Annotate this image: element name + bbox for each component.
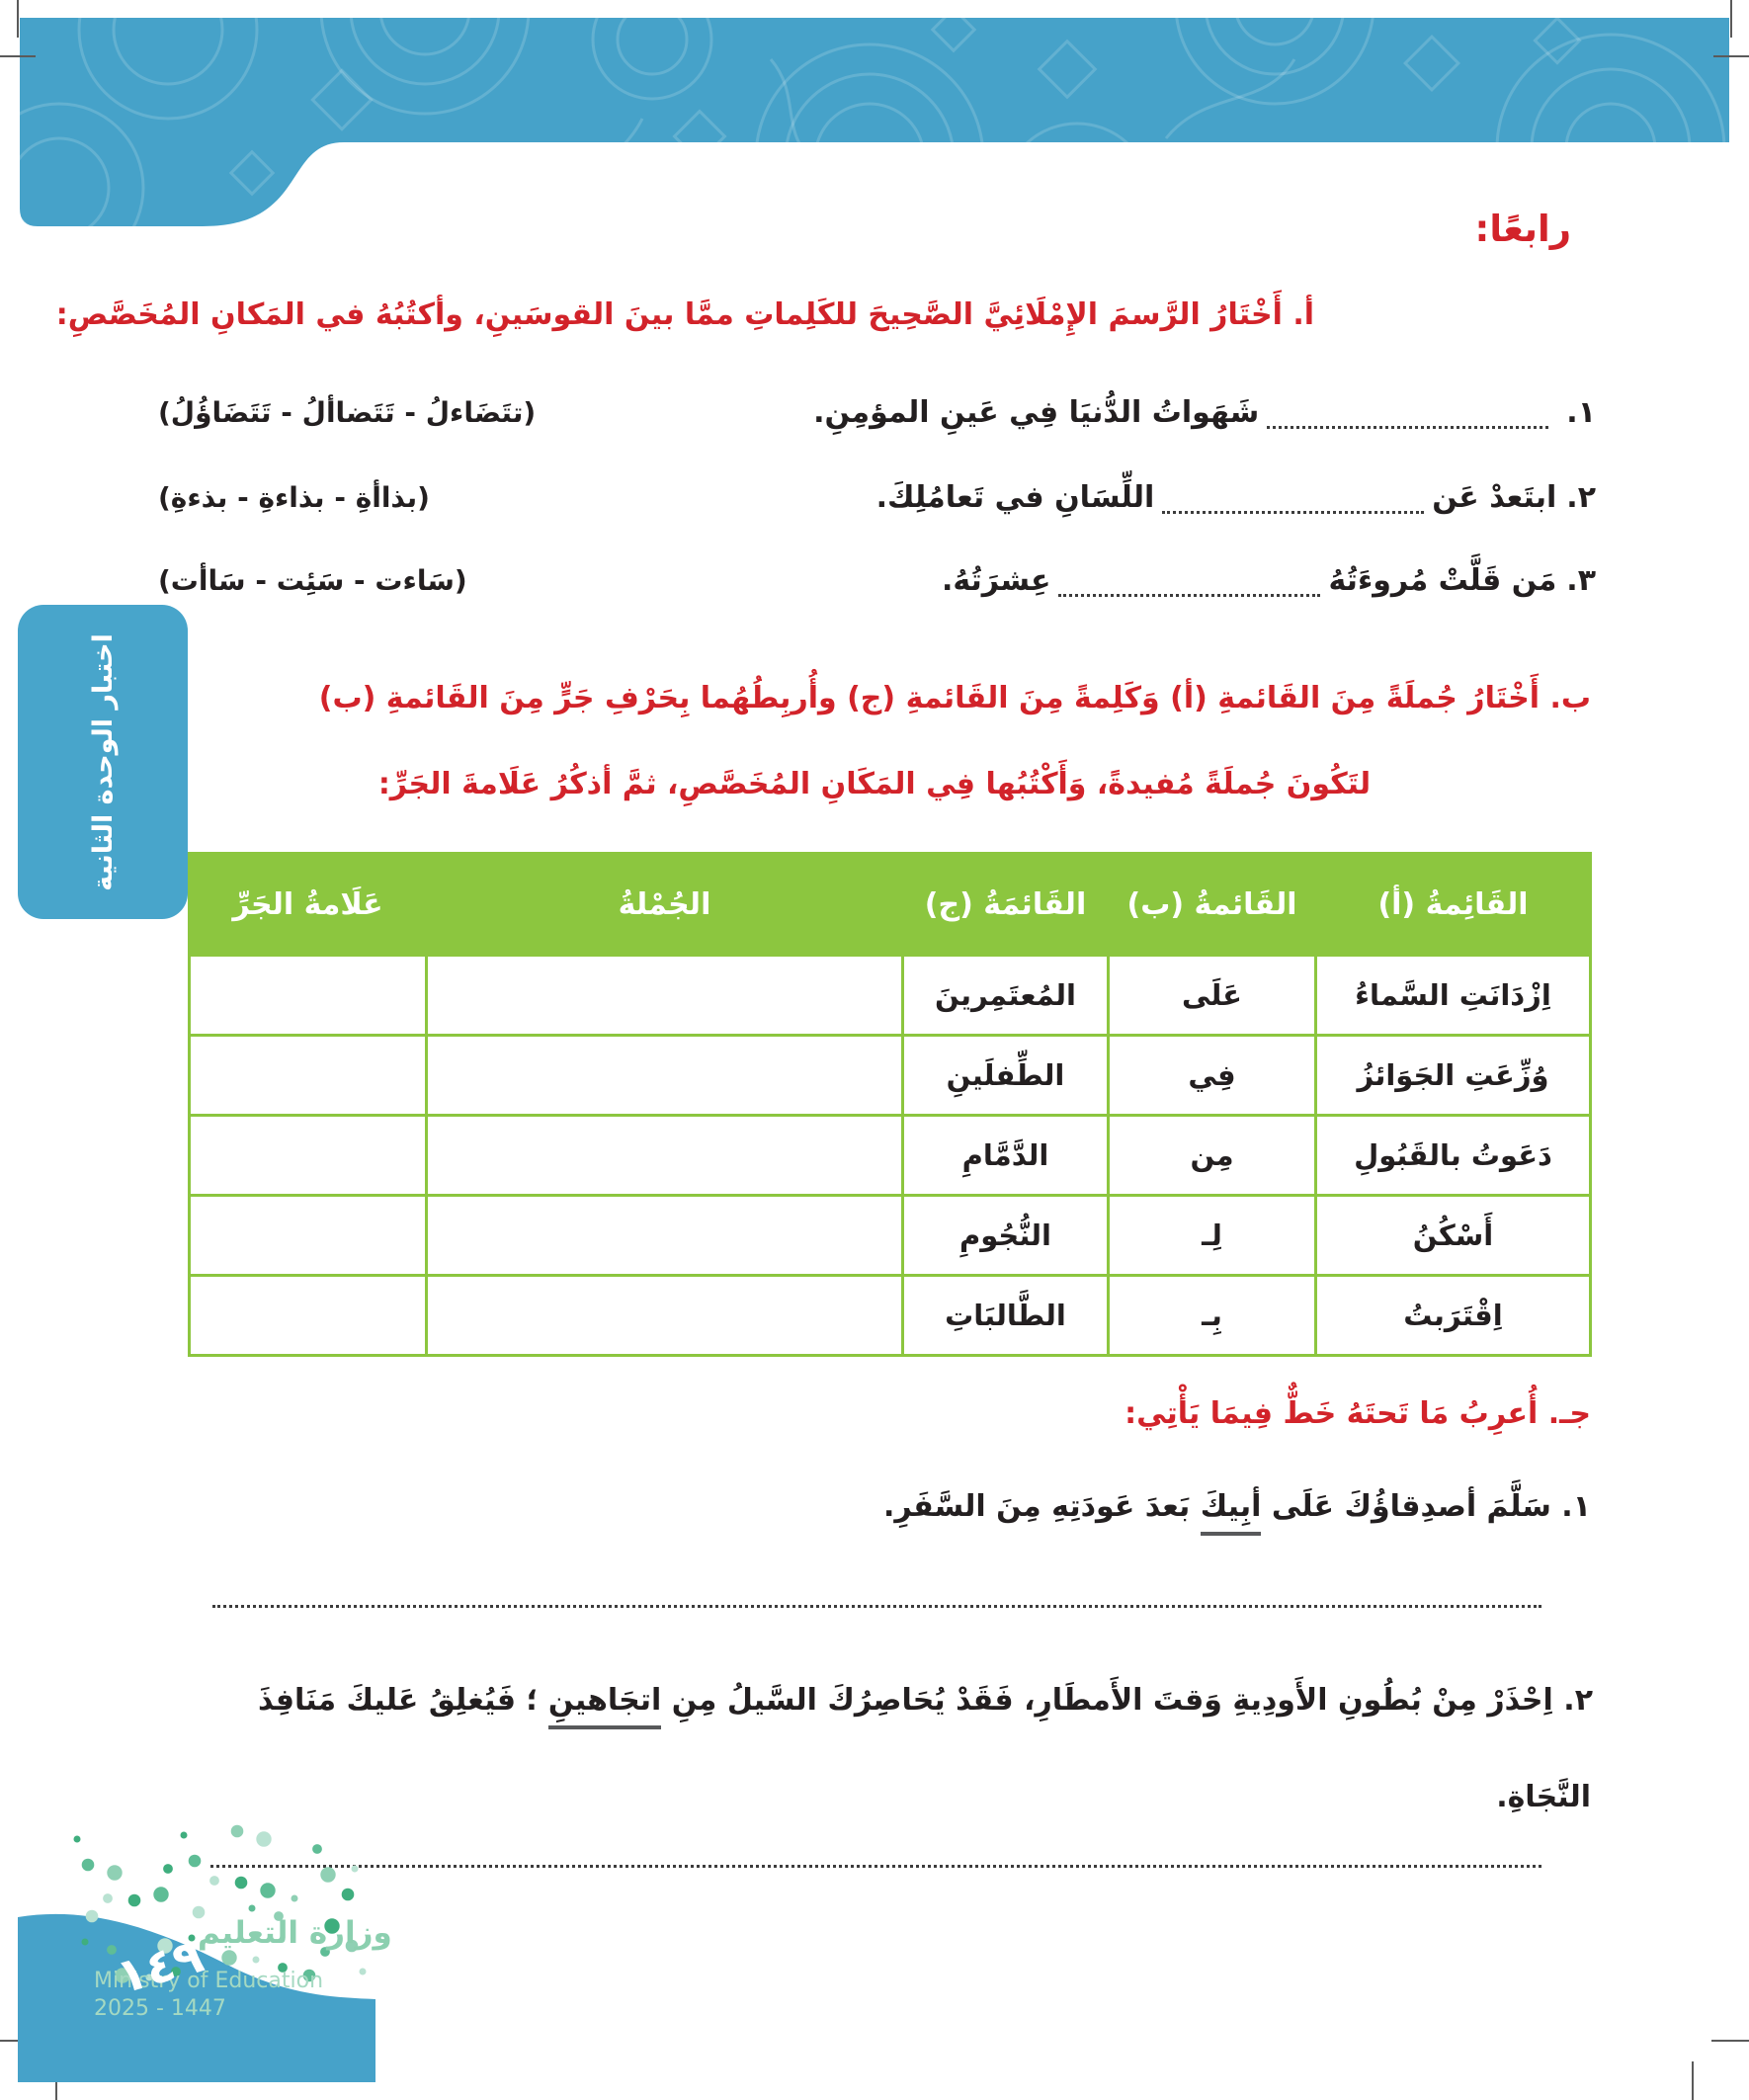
table-row: اِزْدَانَتِ السَّماءُ عَلَى المُعتَمِرين… [188, 954, 1592, 1037]
cell-list-a: اِقْتَرَبتُ [1314, 1274, 1592, 1357]
item-options: (بذاأةِ - بذاءةِ - بذءةِ) [158, 481, 430, 514]
ministry-logo-dots-icon [73, 1824, 367, 1983]
cell-list-c: الطَّالبَاتِ [901, 1274, 1110, 1357]
exercise-a-item-3: ٣. مَن قَلَّتْ مُروءَتُهُ عِشرَتُهُ. (سَ… [158, 555, 1596, 607]
underlined-word: اتجَاهينِ [547, 1683, 662, 1729]
header-jar-mark: عَلَامةُ الجَرِّ [188, 852, 428, 957]
section-b-instruction-line1: ب. أَخْتَارُ جُملَةً مِنَ القَائمةِ (أ) … [318, 681, 1591, 715]
section-c-label: جـ. [1547, 1396, 1591, 1431]
item-text: اللِّسَانِ في تَعامُلِكَ. [875, 480, 1155, 515]
exercise-a-item-1: ١. شَهَواتُ الدُّنيَا فِي عَينِ المؤمِنِ… [158, 387, 1596, 439]
section-b-instruction-line2: لتَكُونَ جُملَةً مُفيدةً، وَأَكْتُبُها ف… [377, 767, 1372, 801]
crop-mark [0, 55, 36, 57]
cell-list-a: دَعَوتُ بالقَبُولِ [1314, 1114, 1592, 1197]
item-number: ٢. [1566, 480, 1596, 515]
answer-blank [1267, 420, 1549, 429]
exercise-c-item-2: ٢. اِحْذَرْ مِنْ بُطُونِ الأَودِيةِ وَقت… [258, 1672, 1593, 1729]
ministry-year: 2025 - 1447 [94, 1996, 226, 2021]
cell-list-a: وُزِّعَتِ الجَوَائزُ [1314, 1034, 1592, 1117]
cell-sentence-blank [425, 1034, 904, 1117]
answer-blank [1058, 588, 1321, 597]
cell-list-b: لِـ [1107, 1194, 1317, 1277]
cell-sentence-blank [425, 1274, 904, 1357]
exercise-c-item-2-line2: النَّجَاةِ. [1496, 1780, 1591, 1814]
header-list-b: القَائمةُ (ب) [1107, 852, 1317, 957]
exercise-c-item-1: ١. سَلَّمَ أصدِقاؤُكَ عَلَى أبِيكَ بَعدَ… [883, 1478, 1591, 1536]
ministry-name-english: Ministry of Education [94, 1969, 324, 1993]
crop-mark [17, 0, 19, 38]
cell-jar-mark-blank [188, 1114, 428, 1197]
crop-mark [1692, 2061, 1694, 2100]
ministry-name-arabic: وزارة التعليم [198, 1915, 392, 1951]
answer-line [212, 1581, 1541, 1608]
cell-list-c: الطِّفلَينِ [901, 1034, 1110, 1117]
item-number: ٢. [1563, 1683, 1593, 1718]
answer-blank [1162, 505, 1425, 514]
crop-mark [1730, 0, 1732, 38]
item-text-before: مَن قَلَّتْ مُروءَتُهُ [1328, 563, 1557, 598]
item-options: (تتَضَاءلُ - تَتَضاألُ - تَتَضَاؤُلُ) [158, 396, 537, 429]
cell-list-c: المُعتَمِرينَ [901, 954, 1110, 1037]
section-b-label: ب. [1549, 681, 1591, 715]
item-text-before: ابتَعدْ عَن [1432, 480, 1557, 515]
cell-list-a: أَسْكُنُ [1314, 1194, 1592, 1277]
header-list-c: القَائمَةُ (ج) [901, 852, 1110, 957]
cell-jar-mark-blank [188, 1194, 428, 1277]
underlined-word: أبِيكَ [1200, 1489, 1262, 1536]
cell-list-b: مِن [1107, 1114, 1317, 1197]
table-row: أَسْكُنُ لِـ النُّجُومِ [188, 1194, 1592, 1277]
item-options: (سَاءت - سَئِت - سَاأت) [158, 564, 467, 597]
sidebar-tab-label: اختبار الوحدة الثانية [87, 632, 119, 891]
cell-list-c: النُّجُومِ [901, 1194, 1110, 1277]
cell-list-b: عَلَى [1107, 954, 1317, 1037]
exercise-a-item-2: ٢. ابتَعدْ عَن اللِّسَانِ في تَعامُلِكَ.… [158, 472, 1596, 524]
item-text: شَهَواتُ الدُّنيَا فِي عَينِ المؤمِنِ. [813, 395, 1260, 430]
section-a-instruction: أ. أَخْتَارُ الرَّسمَ الإِمْلَائِيَّ الص… [55, 297, 1314, 332]
table-row: وُزِّعَتِ الجَوَائزُ فِي الطِّفلَينِ [188, 1034, 1592, 1117]
section-a-label: أ. [1292, 297, 1314, 332]
table-row: اِقْتَرَبتُ بِـ الطَّالبَاتِ [188, 1274, 1592, 1357]
header-list-a: القَائِمةُ (أ) [1314, 852, 1592, 957]
header-band [20, 18, 1729, 226]
item-number: ١. [1561, 1489, 1591, 1524]
header-sentence: الجُمْلةُ [425, 852, 904, 957]
sidebar-unit-test-tab: اختبار الوحدة الثانية [18, 605, 188, 919]
item-text: عِشرَتُهُ. [941, 563, 1051, 598]
jar-exercise-table: القَائِمةُ (أ) القَائمةُ (ب) القَائمَةُ … [188, 852, 1592, 1357]
cell-list-a: اِزْدَانَتِ السَّماءُ [1314, 954, 1592, 1037]
item-number: ١. [1566, 395, 1596, 430]
cell-jar-mark-blank [188, 1034, 428, 1117]
cell-sentence-blank [425, 1114, 904, 1197]
cell-jar-mark-blank [188, 1274, 428, 1357]
crop-mark [1711, 2040, 1749, 2042]
table-row: دَعَوتُ بالقَبُولِ مِن الدَّمَّامِ [188, 1114, 1592, 1197]
crop-mark [1713, 55, 1749, 57]
section-fourth-heading: رابعًا: [1474, 208, 1571, 250]
cell-jar-mark-blank [188, 954, 428, 1037]
cell-list-b: بِـ [1107, 1274, 1317, 1357]
cell-sentence-blank [425, 954, 904, 1037]
section-c-instruction: جـ. أُعرِبُ مَا تَحتَهُ خَطٌّ فِيمَا يَأ… [1124, 1396, 1591, 1431]
footer-wave [18, 1913, 375, 2082]
cell-list-b: فِي [1107, 1034, 1317, 1117]
cell-list-c: الدَّمَّامِ [901, 1114, 1110, 1197]
table-header-row: القَائِمةُ (أ) القَائمةُ (ب) القَائمَةُ … [188, 852, 1592, 957]
answer-line [210, 1841, 1541, 1868]
cell-sentence-blank [425, 1194, 904, 1277]
item-number: ٣. [1566, 563, 1596, 598]
